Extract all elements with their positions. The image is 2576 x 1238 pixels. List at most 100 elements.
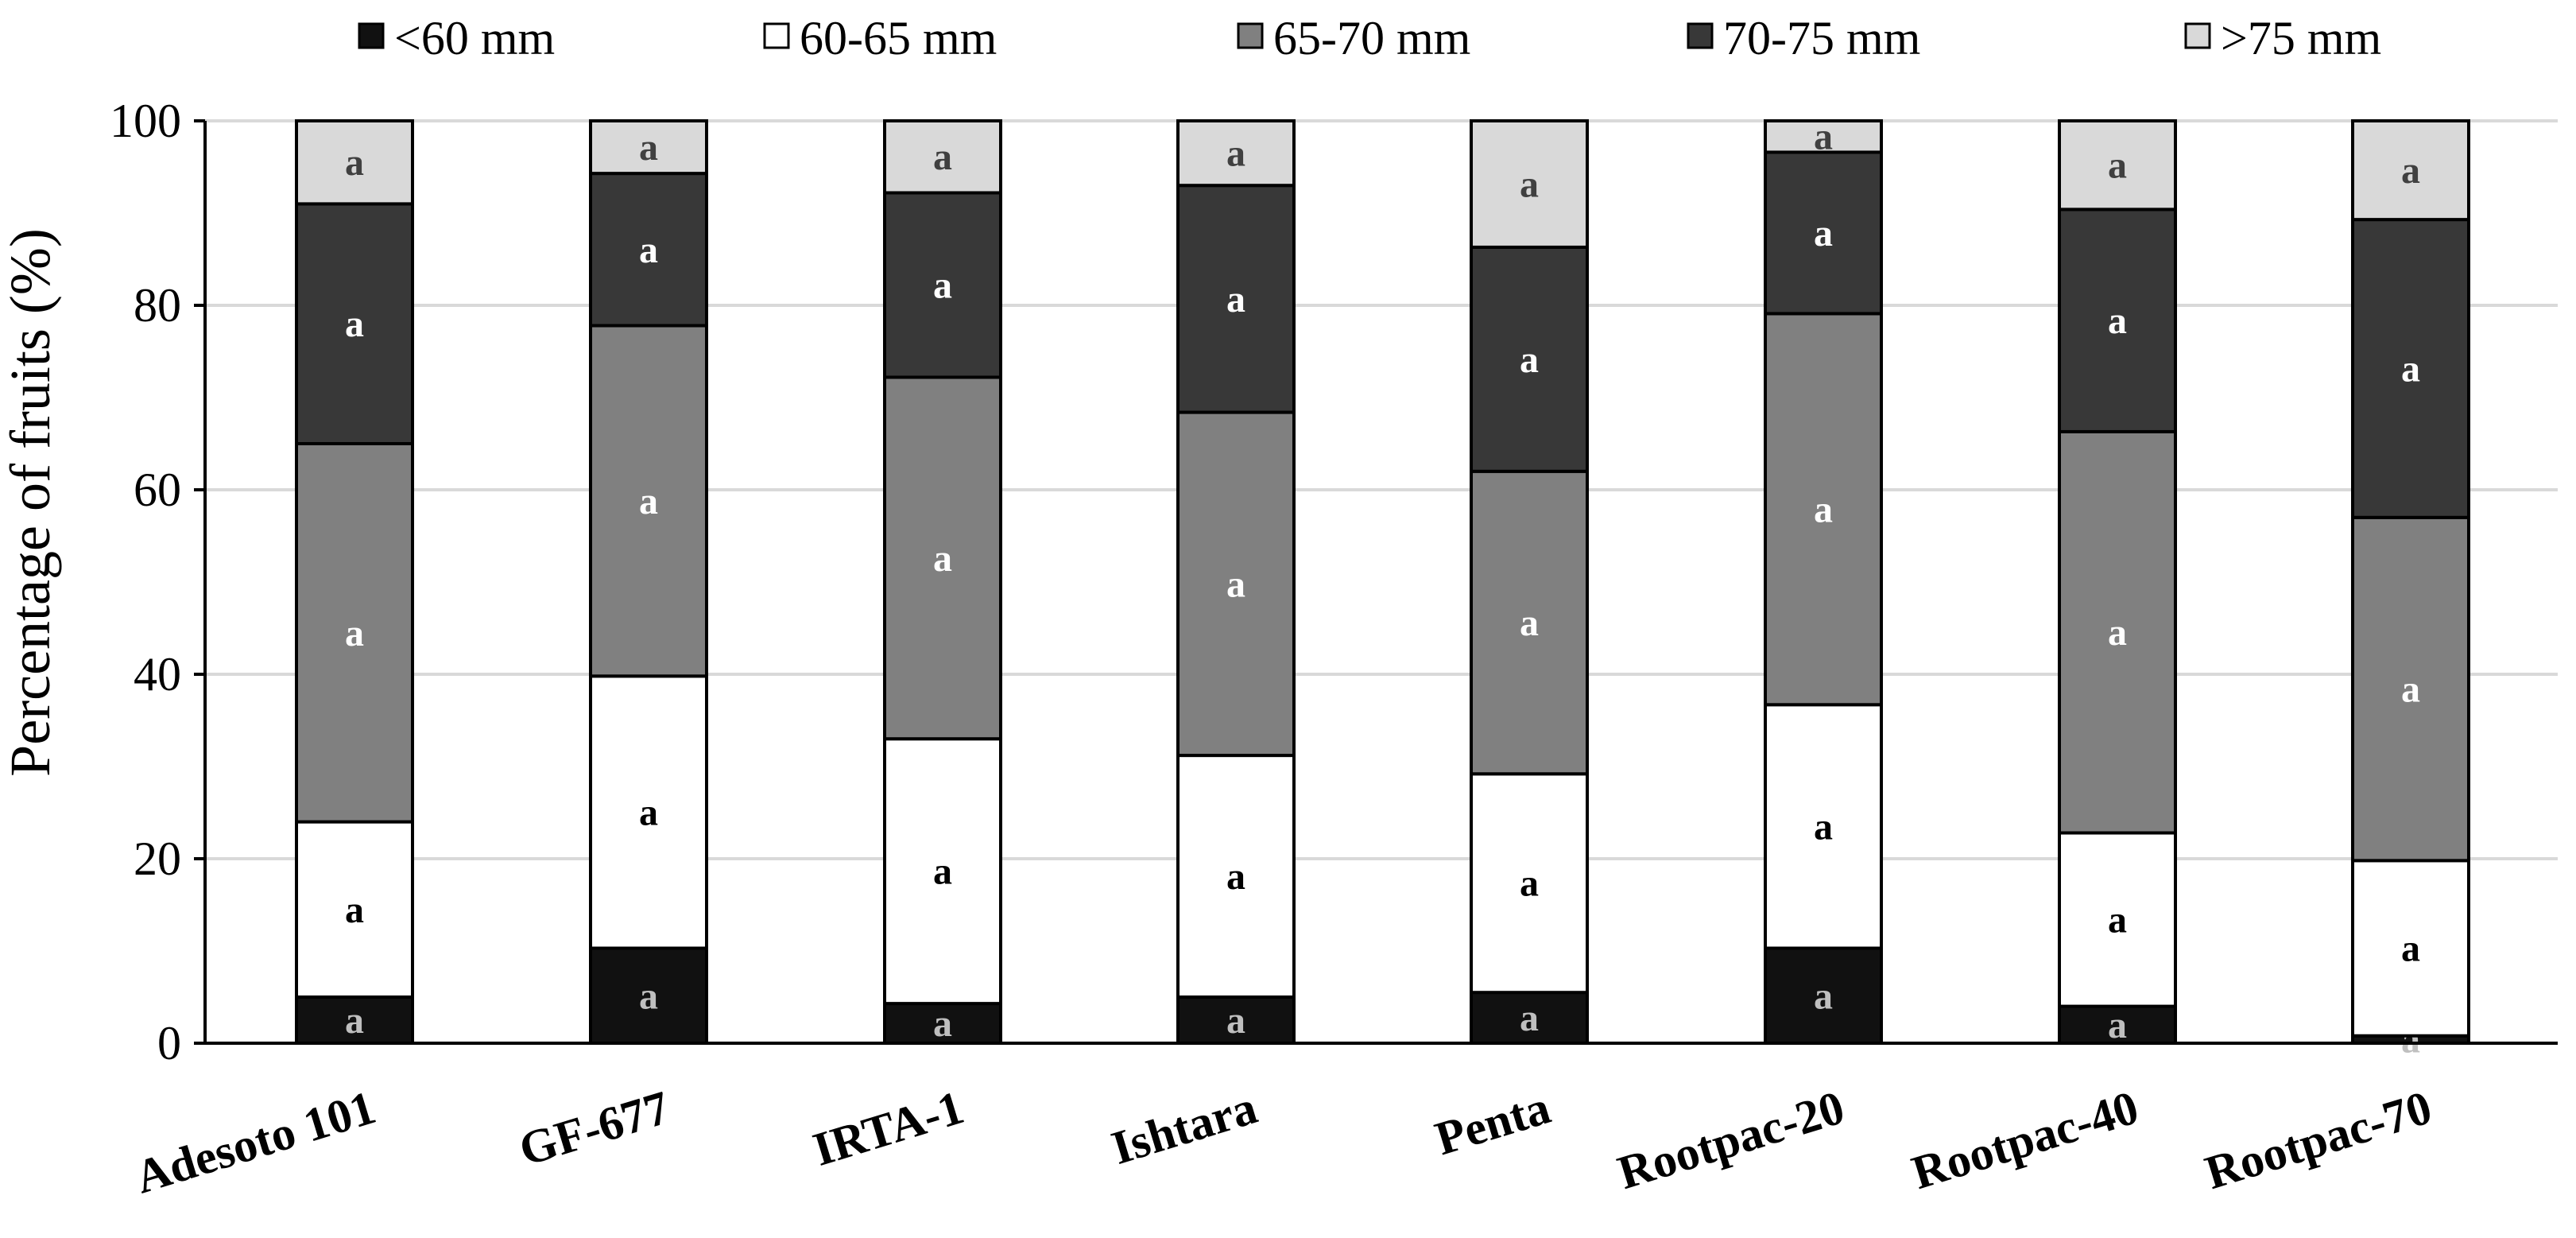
legend-item: <60 mm [358,12,555,64]
bar-segment [883,119,1002,195]
legend-label: >75 mm [2221,12,2381,64]
legend-swatch [358,22,385,49]
gridlines [205,119,2558,860]
bar-stack: a a a a a [295,119,414,1045]
bar-segment [295,995,414,1045]
segment-label: a [1226,278,1245,320]
segment-label: a [1520,863,1539,905]
segment-label: a [1814,488,1833,530]
y-tick-label: 40 [134,648,181,700]
segment-label: a [2401,669,2420,711]
segment-label: a [1814,212,1833,254]
y-tick-label: 100 [110,95,181,147]
legend-item: 70-75 mm [1687,12,1920,64]
bar-segment [1764,119,1883,154]
segment-label: a [933,538,952,580]
bar-segment [2058,429,2177,835]
bar-segment [2058,119,2177,212]
y-tick-labels: 0 20 40 60 80 100 [110,95,181,1069]
segment-label: a [639,791,658,833]
legend-swatch [1237,22,1264,49]
segment-label: a [639,126,658,169]
segment-label: a [345,303,364,345]
legend-label: <60 mm [394,12,555,64]
segment-label: a [1520,339,1539,381]
bar-segment [589,119,708,176]
segment-label: a [2401,347,2420,390]
segment-label: a [933,136,952,178]
x-category-label: Penta [1429,1081,1556,1165]
bar-segment [1470,772,1589,995]
bar-segment [883,737,1002,1006]
legend-swatch [763,22,790,49]
bar-segment [1470,245,1589,473]
segment-label: a [345,142,364,184]
bar-segment [1764,946,1883,1046]
segment-label: a [2401,149,2420,192]
bar-segment [589,172,708,328]
bar-segment [883,191,1002,379]
y-tick-label: 20 [134,832,181,885]
legend-label: 70-75 mm [1723,12,1920,64]
segment-label: a [345,889,364,931]
legend-label: 65-70 mm [1273,12,1470,64]
segment-label: a [933,264,952,306]
bar-segment [1176,184,1296,414]
bar-segment [1764,312,1883,707]
segment-label: a [639,229,658,271]
bar-segment [589,324,708,678]
segment-label: a [1226,563,1245,605]
segment-label: a [2401,928,2420,970]
segment-label: a [1520,163,1539,205]
segment-label: a [345,612,364,654]
segment-label: a [1226,856,1245,898]
segment-label: a [1814,805,1833,848]
legend-item: 60-65 mm [763,12,997,64]
segment-label: a [639,975,658,1017]
segment-label: a [2108,145,2127,187]
segment-label: a [1520,997,1539,1039]
segment-label: a [1814,116,1833,158]
segment-label: a [1226,133,1245,175]
bar-segment [1470,119,1589,249]
legend-swatch [1687,22,1714,49]
legend-item: 65-70 mm [1237,12,1470,64]
bar-segment [295,119,414,206]
legend-swatch [2184,22,2211,49]
segment-label: a [933,1003,952,1045]
bar-segment [883,375,1002,741]
y-tick-label: 60 [134,464,181,516]
segment-label: a [2108,611,2127,654]
y-tick-label: 0 [157,1017,181,1069]
bar-segment [1764,150,1883,316]
segment-label: a [345,999,364,1042]
segment-label: a [2108,300,2127,342]
bar-segment [589,674,708,950]
bar-segment [1176,410,1296,758]
axes [194,119,2558,1045]
segment-label: a [2108,1004,2127,1046]
x-category-label: Rootpac-70 [2199,1081,2438,1199]
bar-segment [1176,754,1296,999]
x-category-label: IRTA-1 [808,1081,970,1176]
x-category-label: Rootpac-20 [1612,1081,1850,1199]
y-tick-label: 80 [134,279,181,332]
legend-item: >75 mm [2184,12,2381,64]
x-category-label: Adesoto 101 [129,1081,381,1203]
segment-label: a [933,851,952,893]
x-category-label: GF-677 [513,1081,676,1176]
x-category-labels: Adesoto 101 GF-677 IRTA-1 Ishtara Penta Rootp… [129,1081,2437,1203]
legend: <60 mm 60-65 mm 65-70 mm 70-75 mm >75 mm [358,12,2381,64]
segment-label: a [2108,899,2127,941]
bar-segment [1764,703,1883,950]
x-category-label: Rootpac-40 [1906,1081,2144,1199]
x-category-label: Ishtara [1106,1081,1263,1174]
legend-label: 60-65 mm [800,12,997,64]
bar-segment [2058,831,2177,1008]
bar-stack: a a a a a [2058,119,2177,1046]
